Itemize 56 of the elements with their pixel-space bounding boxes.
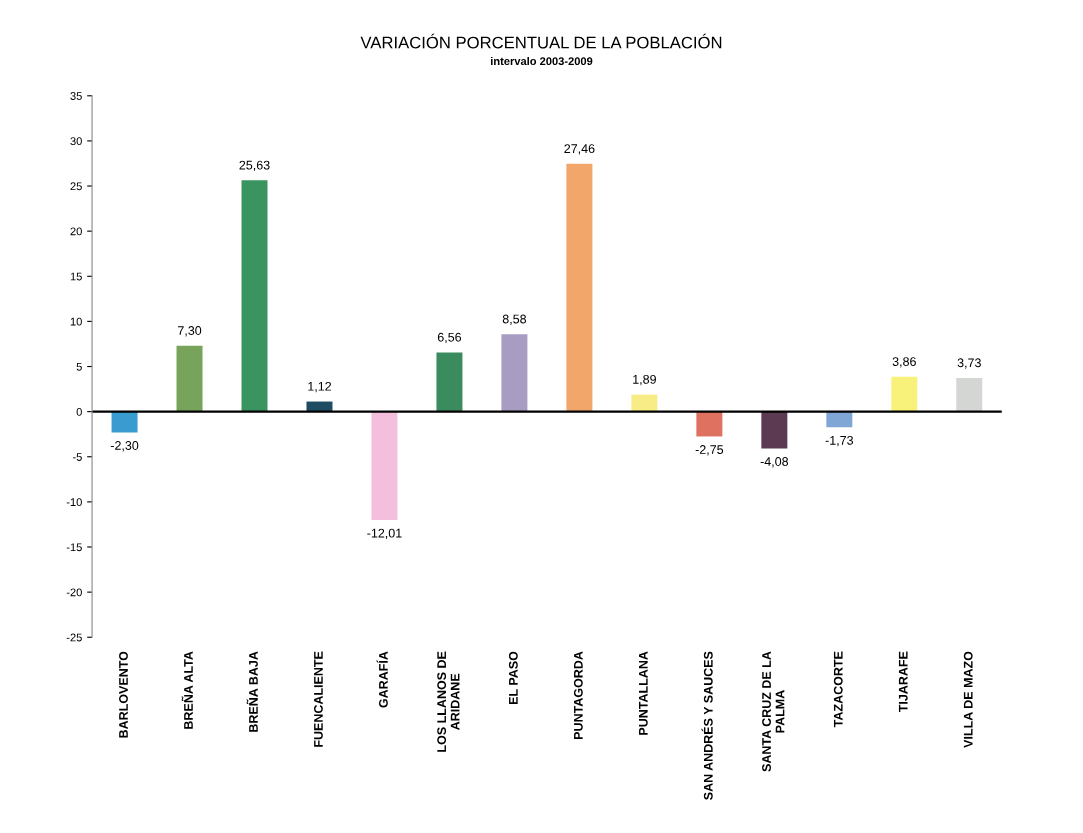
data-label: 6,56	[437, 332, 462, 344]
y-tick-label: 35	[70, 92, 82, 100]
bar	[956, 377, 983, 412]
data-label: 7,30	[178, 326, 202, 337]
bar	[176, 345, 203, 412]
y-tick-label: 30	[70, 137, 82, 146]
bar	[371, 411, 398, 521]
x-tick-label: VILLA DE MAZO	[963, 651, 973, 748]
data-label: -12,01	[367, 528, 402, 540]
bar	[436, 352, 463, 412]
data-label: 3,86	[892, 357, 916, 368]
bar	[241, 180, 268, 412]
x-tick-label: LOS LLANOS DE ARIDANE	[437, 651, 460, 752]
data-label: 3,73	[957, 358, 981, 369]
y-tick-label: -15	[66, 543, 82, 552]
bar	[761, 411, 788, 449]
y-tick-label: 25	[70, 182, 82, 191]
x-tick-label: SANTA CRUZ DE LA PALMA	[762, 651, 785, 772]
x-tick-label: BREÑA BAJA	[246, 651, 258, 732]
bar	[891, 376, 918, 412]
data-label: -4,08	[760, 457, 789, 468]
data-label: 25,63	[239, 160, 270, 172]
x-tick-label: TAZACORTE	[833, 651, 843, 728]
bar	[696, 411, 723, 437]
x-tick-label: EL PASO	[508, 651, 518, 705]
data-label: -2,75	[695, 445, 724, 456]
x-tick-label: BARLOVENTO	[119, 651, 128, 738]
y-tick-label: 20	[70, 227, 82, 236]
bar	[111, 411, 138, 433]
x-tick-label: SAN ANDRÉS Y SAUCES	[701, 651, 713, 800]
y-tick-label: 5	[76, 362, 82, 371]
bar	[566, 163, 593, 412]
y-tick-label: 10	[70, 317, 82, 326]
data-label: -1,73	[825, 435, 854, 447]
bar	[826, 411, 853, 428]
y-tick-label: -10	[66, 498, 82, 507]
x-tick-label: TIJARAFE	[898, 651, 908, 713]
data-label: 1,12	[308, 381, 332, 393]
chart-title: VARIACIÓN PORCENTUAL DE LA POBLACIÓN	[360, 33, 722, 49]
data-label: -2,30	[110, 441, 139, 452]
data-label: 8,58	[502, 314, 527, 325]
x-tick-label: BREÑA ALTA	[181, 651, 193, 729]
bar	[501, 334, 528, 412]
y-tick-label: -25	[66, 633, 82, 642]
y-tick-label: -20	[66, 588, 82, 597]
chart-subtitle: intervalo 2003-2009	[491, 56, 593, 66]
y-tick-label: 15	[70, 272, 82, 281]
x-tick-label: FUENCALIENTE	[313, 651, 323, 747]
bar	[631, 394, 658, 412]
y-tick-label: 0	[76, 407, 82, 416]
x-tick-label: GARAFÍA	[376, 651, 388, 708]
data-label: 1,89	[633, 374, 656, 386]
data-label: 27,46	[564, 144, 595, 155]
y-tick-label: -5	[72, 453, 82, 461]
x-tick-label: PUNTAGORDA	[573, 651, 583, 739]
x-tick-label: PUNTALLANA	[639, 651, 648, 735]
